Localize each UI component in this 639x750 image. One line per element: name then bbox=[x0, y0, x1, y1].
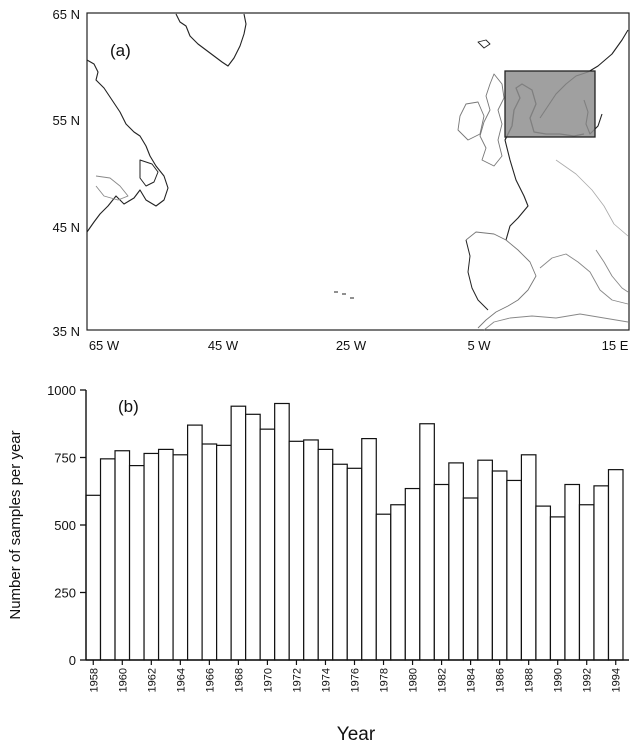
iberia-west-coast bbox=[465, 239, 489, 311]
bar-1979 bbox=[390, 504, 406, 661]
bar-1974 bbox=[317, 448, 334, 661]
x-axis-title: Year bbox=[337, 724, 376, 745]
bar-1990 bbox=[549, 516, 566, 661]
x-tick-label: 1968 bbox=[233, 668, 245, 692]
bar-1967 bbox=[216, 444, 232, 661]
bar-1964 bbox=[172, 454, 189, 661]
bar-1993 bbox=[593, 485, 610, 661]
y-axis-title: Number of samples per year bbox=[7, 430, 24, 619]
bar-1960 bbox=[114, 450, 131, 661]
map-frame bbox=[86, 12, 630, 331]
bar-1965 bbox=[186, 424, 203, 661]
iceland-coast bbox=[477, 39, 491, 49]
y-tick-label: 250 bbox=[54, 586, 76, 601]
map-coastlines bbox=[86, 13, 629, 331]
bar-1962 bbox=[143, 452, 160, 661]
bar-1970 bbox=[259, 428, 276, 661]
map-panel-label: (a) bbox=[110, 41, 131, 60]
north-america-coast bbox=[86, 59, 169, 233]
chart-ticks: 0 250 500 750 1000 1958 1960 1962 1964 1966 1968 19… bbox=[47, 383, 623, 692]
map-lat-label-45n: 45 N bbox=[53, 220, 80, 235]
alps-border bbox=[555, 159, 629, 237]
map-lon-label-65w: 65 W bbox=[89, 338, 120, 353]
gulf-stlawrence-coast bbox=[95, 175, 129, 201]
greenland-coast bbox=[175, 13, 247, 67]
bar-1966 bbox=[201, 443, 218, 661]
x-tick-label: 1964 bbox=[175, 668, 187, 692]
british-isles-coast bbox=[479, 73, 505, 167]
x-tick-label: 1978 bbox=[379, 668, 391, 692]
bar-1994 bbox=[607, 469, 624, 661]
bar-1986 bbox=[491, 470, 508, 661]
chart-panel-label: (b) bbox=[118, 397, 139, 416]
x-tick-label: 1988 bbox=[524, 668, 536, 692]
study-region-box bbox=[504, 70, 596, 138]
x-tick-label: 1986 bbox=[495, 668, 507, 692]
ireland-coast bbox=[457, 101, 485, 141]
map-lat-label-55n: 55 N bbox=[53, 113, 80, 128]
map-lat-label-35n: 35 N bbox=[53, 324, 80, 339]
x-tick-label: 1990 bbox=[553, 668, 565, 692]
bar-1972 bbox=[288, 440, 305, 661]
map-lon-label-25w: 25 W bbox=[336, 338, 367, 353]
newfoundland-coast bbox=[139, 159, 159, 187]
bar-1978 bbox=[375, 513, 392, 661]
bar-1982 bbox=[433, 483, 450, 661]
bar-1961 bbox=[128, 465, 145, 661]
y-tick-label: 1000 bbox=[47, 383, 76, 398]
map-lon-label-15e: 15 E bbox=[602, 338, 629, 353]
x-tick-label: 1962 bbox=[146, 668, 158, 692]
map-lat-label-65n: 65 N bbox=[53, 7, 80, 22]
x-tick-label: 1992 bbox=[582, 668, 594, 692]
bar-1968 bbox=[230, 405, 247, 661]
bar-1988 bbox=[520, 454, 537, 661]
bar-1958 bbox=[85, 494, 102, 661]
x-tick-label: 1982 bbox=[437, 668, 449, 692]
bar-1983 bbox=[448, 462, 464, 661]
bar-1959 bbox=[99, 458, 116, 661]
atlantic-islands bbox=[334, 291, 354, 299]
bar-chart-panel: (b) Number of samples per year Year 0 250… bbox=[7, 383, 629, 745]
y-tick-label: 500 bbox=[54, 518, 76, 533]
europe-west-coast bbox=[504, 139, 529, 241]
map-panel: (a) 65 N 55 N 45 N 35 N 65 W 45 W 25 W 5… bbox=[53, 7, 630, 353]
x-tick-label: 1984 bbox=[466, 668, 478, 692]
bar-1977 bbox=[361, 438, 377, 661]
bar-1969 bbox=[245, 413, 261, 661]
x-tick-label: 1976 bbox=[350, 668, 362, 692]
bar-1985 bbox=[477, 459, 493, 661]
bar-1971 bbox=[274, 402, 290, 661]
bar-1976 bbox=[346, 467, 363, 661]
x-tick-label: 1958 bbox=[88, 668, 100, 692]
x-tick-label: 1966 bbox=[204, 668, 216, 692]
bar-1973 bbox=[303, 439, 319, 661]
x-tick-label: 1980 bbox=[408, 668, 420, 692]
iberia-coast bbox=[465, 231, 537, 329]
y-tick-label: 0 bbox=[69, 653, 76, 668]
map-lon-label-5w: 5 W bbox=[467, 338, 491, 353]
bar-1992 bbox=[578, 504, 595, 661]
chart-bars bbox=[85, 402, 624, 661]
bar-1981 bbox=[419, 423, 435, 661]
bar-1980 bbox=[404, 487, 421, 661]
north-africa-coast bbox=[483, 313, 629, 331]
x-tick-label: 1974 bbox=[320, 668, 332, 692]
bar-1987 bbox=[506, 479, 523, 661]
mediterranean-coast bbox=[539, 253, 629, 305]
bar-1975 bbox=[332, 463, 348, 661]
y-tick-label: 750 bbox=[54, 451, 76, 466]
x-tick-label: 1960 bbox=[117, 668, 129, 692]
bar-1984 bbox=[462, 497, 479, 661]
bar-1989 bbox=[535, 505, 552, 661]
bar-1963 bbox=[157, 448, 174, 661]
x-tick-label: 1970 bbox=[262, 668, 274, 692]
x-tick-label: 1994 bbox=[611, 668, 623, 692]
map-lon-label-45w: 45 W bbox=[208, 338, 239, 353]
bar-1991 bbox=[564, 483, 581, 661]
x-tick-label: 1972 bbox=[291, 668, 303, 692]
italy-coast bbox=[595, 249, 629, 293]
